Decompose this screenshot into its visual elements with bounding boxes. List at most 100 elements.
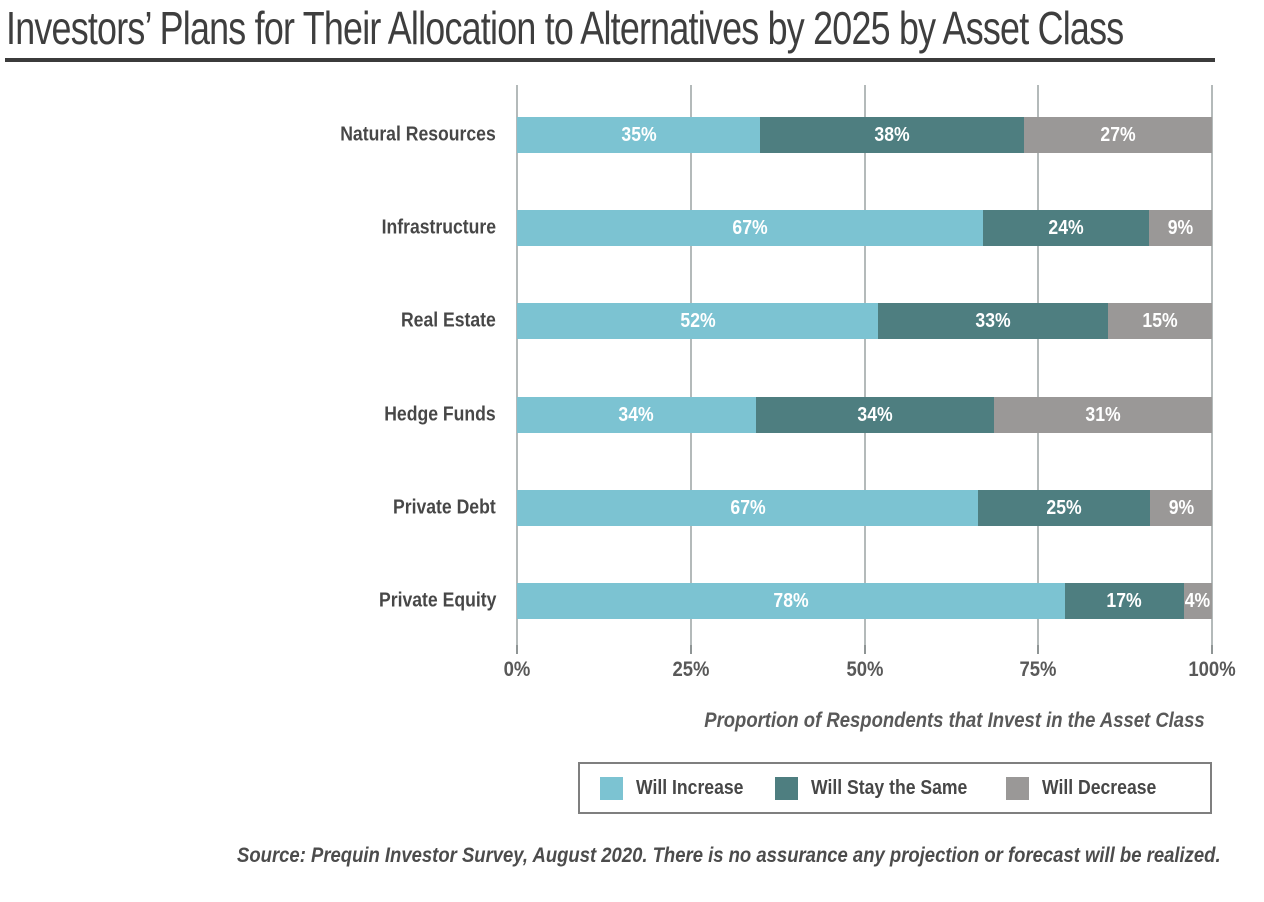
bar-segment: 35% xyxy=(517,117,761,153)
bar-segment: 24% xyxy=(982,210,1150,246)
legend-label: Will Decrease xyxy=(1042,777,1172,800)
x-axis-tick-label-text: 100% xyxy=(1188,658,1236,681)
category-label: Infrastructure xyxy=(176,217,496,240)
x-axis-tick-label: 75% xyxy=(1017,658,1059,682)
stacked-bar: 34% 34% 31% xyxy=(517,397,1212,433)
category-label-text: Private Debt xyxy=(393,496,496,519)
category-label: Natural Resources xyxy=(176,124,496,147)
x-axis-tick-mark xyxy=(689,645,692,654)
title-underline xyxy=(5,58,1215,62)
plot-area: 0% 25% 50% 75% 100% Natural Resources 35% 38% 27… xyxy=(340,85,1236,681)
legend-label: Will Increase xyxy=(636,777,758,800)
bar-segment: 78% xyxy=(517,583,1065,619)
stacked-bar: 78% 17% 4% xyxy=(517,583,1212,619)
chart-row: Infrastructure 67% 24% 9% xyxy=(382,210,1212,246)
legend: Will Increase Will Stay the Same Will Decr… xyxy=(578,762,1212,814)
bar-segment: 15% xyxy=(1107,303,1212,339)
x-axis-tick-label-text: 75% xyxy=(1019,658,1057,681)
category-label: Private Equity xyxy=(176,590,496,613)
bar-segment-value: 24% xyxy=(1048,216,1084,239)
gridline xyxy=(863,85,866,645)
legend-item: Will Stay the Same xyxy=(775,776,989,800)
bar-segment-value: 27% xyxy=(1100,123,1136,146)
x-axis-tick-label-text: 25% xyxy=(672,658,710,681)
bar-segment-value: 78% xyxy=(773,589,809,612)
source-note-text: Source: Prequin Investor Survey, August … xyxy=(237,844,1221,867)
legend-swatch xyxy=(1006,776,1030,800)
x-axis-tick-mark xyxy=(1211,645,1213,654)
gridline xyxy=(516,85,518,645)
bar-segment: 67% xyxy=(517,210,983,246)
x-axis-tick-mark xyxy=(516,645,518,654)
legend-item: Will Increase xyxy=(600,776,758,800)
x-axis-title-text: Proportion of Respondents that Invest in… xyxy=(704,709,1205,732)
bar-segment-value: 15% xyxy=(1142,309,1178,332)
bar-segment: 25% xyxy=(978,490,1151,526)
x-axis-tick-mark xyxy=(1037,645,1040,654)
bar-segment: 27% xyxy=(1024,117,1212,153)
bar-segment: 34% xyxy=(517,397,756,433)
category-label-text: Private Equity xyxy=(378,589,496,612)
gridline xyxy=(1037,85,1040,645)
category-label: Real Estate xyxy=(176,310,496,333)
category-label: Hedge Funds xyxy=(176,404,496,427)
stacked-bar: 52% 33% 15% xyxy=(517,303,1212,339)
bar-segment: 67% xyxy=(517,490,979,526)
bar-segment-value: 25% xyxy=(1046,496,1082,519)
category-label-text: Hedge Funds xyxy=(384,403,496,426)
bar-segment-value: 38% xyxy=(874,123,910,146)
gridline xyxy=(1211,85,1213,645)
x-axis-tick-label: 50% xyxy=(843,658,885,682)
category-label-text: Infrastructure xyxy=(381,216,496,239)
bar-segment-value: 34% xyxy=(618,403,654,426)
bar-segment: 33% xyxy=(878,303,1108,339)
bar-segment-value: 35% xyxy=(621,123,657,146)
bar-segment-value: 17% xyxy=(1106,589,1142,612)
bar-segment: 9% xyxy=(1150,490,1212,526)
legend-label-text: Will Stay the Same xyxy=(811,776,968,799)
category-label: Private Debt xyxy=(176,497,496,520)
bar-segment-value: 34% xyxy=(857,403,893,426)
legend-item: Will Decrease xyxy=(1006,776,1172,800)
bar-segment: 34% xyxy=(755,397,995,433)
chart-row: Private Equity 78% 17% 4% xyxy=(379,583,1212,619)
bar-segment-value: 33% xyxy=(975,309,1011,332)
stacked-bar: 67% 25% 9% xyxy=(517,490,1212,526)
x-axis-tick-label-text: 0% xyxy=(503,658,531,681)
chart-title: Investors’ Plans for Their Allocation to… xyxy=(6,2,1124,54)
bar-segment-value: 31% xyxy=(1085,403,1121,426)
x-axis-tick-label: 25% xyxy=(670,658,712,682)
chart-row: Private Debt 67% 25% 9% xyxy=(393,490,1212,526)
bar-segment-value: 9% xyxy=(1168,496,1194,519)
chart-row: Natural Resources 35% 38% 27% xyxy=(340,117,1212,153)
bar-segment-value: 67% xyxy=(732,216,768,239)
bar-segment: 4% xyxy=(1183,583,1212,619)
stacked-bar: 35% 38% 27% xyxy=(517,117,1212,153)
legend-label-text: Will Decrease xyxy=(1042,776,1157,799)
bar-segment-value: 9% xyxy=(1167,216,1194,239)
source-note: Source: Prequin Investor Survey, August … xyxy=(170,844,1264,868)
stacked-bar: 67% 24% 9% xyxy=(517,210,1212,246)
chart-row: Real Estate 52% 33% 15% xyxy=(401,303,1212,339)
x-axis-title: Proportion of Respondents that Invest in… xyxy=(517,709,1205,733)
bar-segment: 52% xyxy=(517,303,879,339)
bar-segment: 38% xyxy=(760,117,1025,153)
bar-segment: 17% xyxy=(1064,583,1184,619)
legend-swatch xyxy=(600,776,623,800)
category-label-text: Natural Resources xyxy=(340,123,496,146)
x-axis-tick-label: 0% xyxy=(502,658,532,682)
legend-label-text: Will Increase xyxy=(636,776,744,799)
bar-segment: 9% xyxy=(1149,210,1212,246)
bar-segment-value: 4% xyxy=(1185,589,1211,612)
x-axis-tick-label-text: 50% xyxy=(846,658,883,681)
bar-segment-value: 67% xyxy=(729,496,766,519)
category-label-text: Real Estate xyxy=(401,309,496,332)
bar-segment: 31% xyxy=(994,397,1212,433)
bar-segment-value: 52% xyxy=(680,309,716,332)
chart-row: Hedge Funds 34% 34% 31% xyxy=(385,397,1212,433)
x-axis-tick-label: 100% xyxy=(1185,658,1239,682)
legend-swatch xyxy=(775,776,799,800)
x-axis-tick-mark xyxy=(863,645,866,654)
gridline xyxy=(689,85,692,645)
